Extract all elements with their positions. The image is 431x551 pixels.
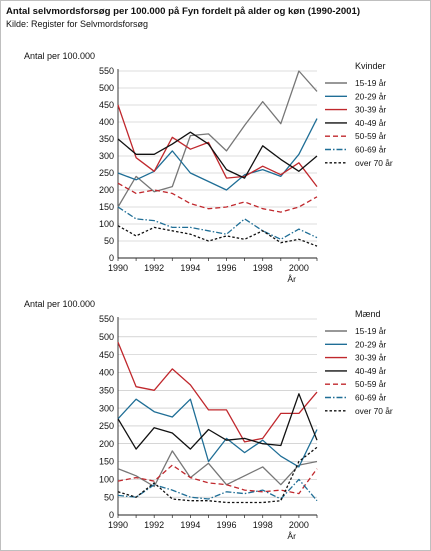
- series-line-over-70-r: [117, 446, 318, 504]
- y-tick-label: 0: [109, 510, 114, 520]
- x-tick-label: 1990: [108, 520, 128, 530]
- x-tick-label: 1998: [253, 263, 273, 273]
- series-line-15-19-r: [117, 70, 318, 208]
- y-tick-label: 200: [99, 185, 114, 195]
- legend-entry: 30-39 år: [355, 353, 386, 363]
- x-axis-label: År: [287, 531, 296, 541]
- y-tick-label: 350: [99, 385, 114, 395]
- series-line-50-59-r: [117, 182, 318, 213]
- legend-title: Mænd: [355, 309, 381, 319]
- y-tick-label: 500: [99, 332, 114, 342]
- x-tick-label: 1994: [180, 520, 200, 530]
- series-line-over-70-r: [117, 225, 318, 247]
- y-tick-label: 200: [99, 439, 114, 449]
- legend-entry: 40-49 år: [355, 366, 386, 376]
- legend-entry: 60-69 år: [355, 393, 386, 403]
- y-tick-label: 300: [99, 403, 114, 413]
- x-axis-label: År: [287, 274, 296, 284]
- y-tick-label: 400: [99, 117, 114, 127]
- y-axis-label: Antal per 100.000: [24, 299, 95, 309]
- y-tick-label: 250: [99, 421, 114, 431]
- legend-entry: 40-49 år: [355, 118, 386, 128]
- y-tick-label: 100: [99, 219, 114, 229]
- legend-entry: 50-59 år: [355, 379, 386, 389]
- series-line-50-59-r: [117, 464, 318, 495]
- x-tick-label: 2000: [289, 520, 309, 530]
- series-line-60-69-r: [117, 206, 318, 240]
- legend-entry: 50-59 år: [355, 131, 386, 141]
- series-line-40-49-r: [117, 131, 318, 179]
- y-tick-label: 550: [99, 314, 114, 324]
- x-tick-label: 1996: [217, 520, 237, 530]
- x-tick-label: 1992: [144, 520, 164, 530]
- x-tick-label: 1996: [217, 263, 237, 273]
- y-tick-label: 350: [99, 134, 114, 144]
- chart-title: Antal selvmordsforsøg per 100.000 på Fyn…: [6, 6, 361, 17]
- y-tick-label: 50: [104, 236, 114, 246]
- y-tick-label: 500: [99, 83, 114, 93]
- y-tick-label: 150: [99, 202, 114, 212]
- y-tick-label: 250: [99, 168, 114, 178]
- legend-entry: 30-39 år: [355, 105, 386, 115]
- x-tick-label: 1998: [253, 520, 273, 530]
- legend-entry: 20-29 år: [355, 91, 386, 101]
- x-tick-label: 1994: [180, 263, 200, 273]
- chart-women: Antal per 100.000 0 50 100 150 200 250 300 350 40…: [24, 51, 393, 284]
- x-tick-label: 1992: [144, 263, 164, 273]
- legend-entry: 60-69 år: [355, 145, 386, 155]
- y-tick-label: 150: [99, 457, 114, 467]
- y-tick-label: 400: [99, 368, 114, 378]
- y-tick-label: 100: [99, 475, 114, 485]
- legend-entry: 20-29 år: [355, 339, 386, 349]
- legend-entry: over 70 år: [355, 158, 393, 168]
- chart-men: Antal per 100.000 0 50 100 150 200 250 300 350 40…: [24, 299, 393, 541]
- series-line-40-49-r: [117, 393, 318, 450]
- y-tick-label: 300: [99, 151, 114, 161]
- legend-title: Kvinder: [355, 61, 386, 71]
- x-tick-label: 1990: [108, 263, 128, 273]
- y-tick-label: 550: [99, 66, 114, 76]
- legend-entry: 15-19 år: [355, 78, 386, 88]
- series-line-30-39-r: [117, 341, 318, 443]
- y-tick-label: 450: [99, 350, 114, 360]
- series-line-60-69-r: [117, 478, 318, 502]
- x-tick-label: 2000: [289, 263, 309, 273]
- y-tick-label: 0: [109, 253, 114, 263]
- series-line-15-19-r: [117, 450, 318, 488]
- chart-header: Antal selvmordsforsøg per 100.000 på Fyn…: [6, 6, 360, 30]
- y-tick-label: 450: [99, 100, 114, 110]
- legend-entry: 15-19 år: [355, 326, 386, 336]
- legend-entry: over 70 år: [355, 406, 393, 416]
- chart-source: Kilde: Register for Selvmordsforsøg: [6, 19, 149, 29]
- series-line-30-39-r: [117, 104, 318, 187]
- y-axis-label: Antal per 100.000: [24, 51, 95, 61]
- series-line-20-29-r: [117, 398, 318, 468]
- y-tick-label: 50: [104, 492, 114, 502]
